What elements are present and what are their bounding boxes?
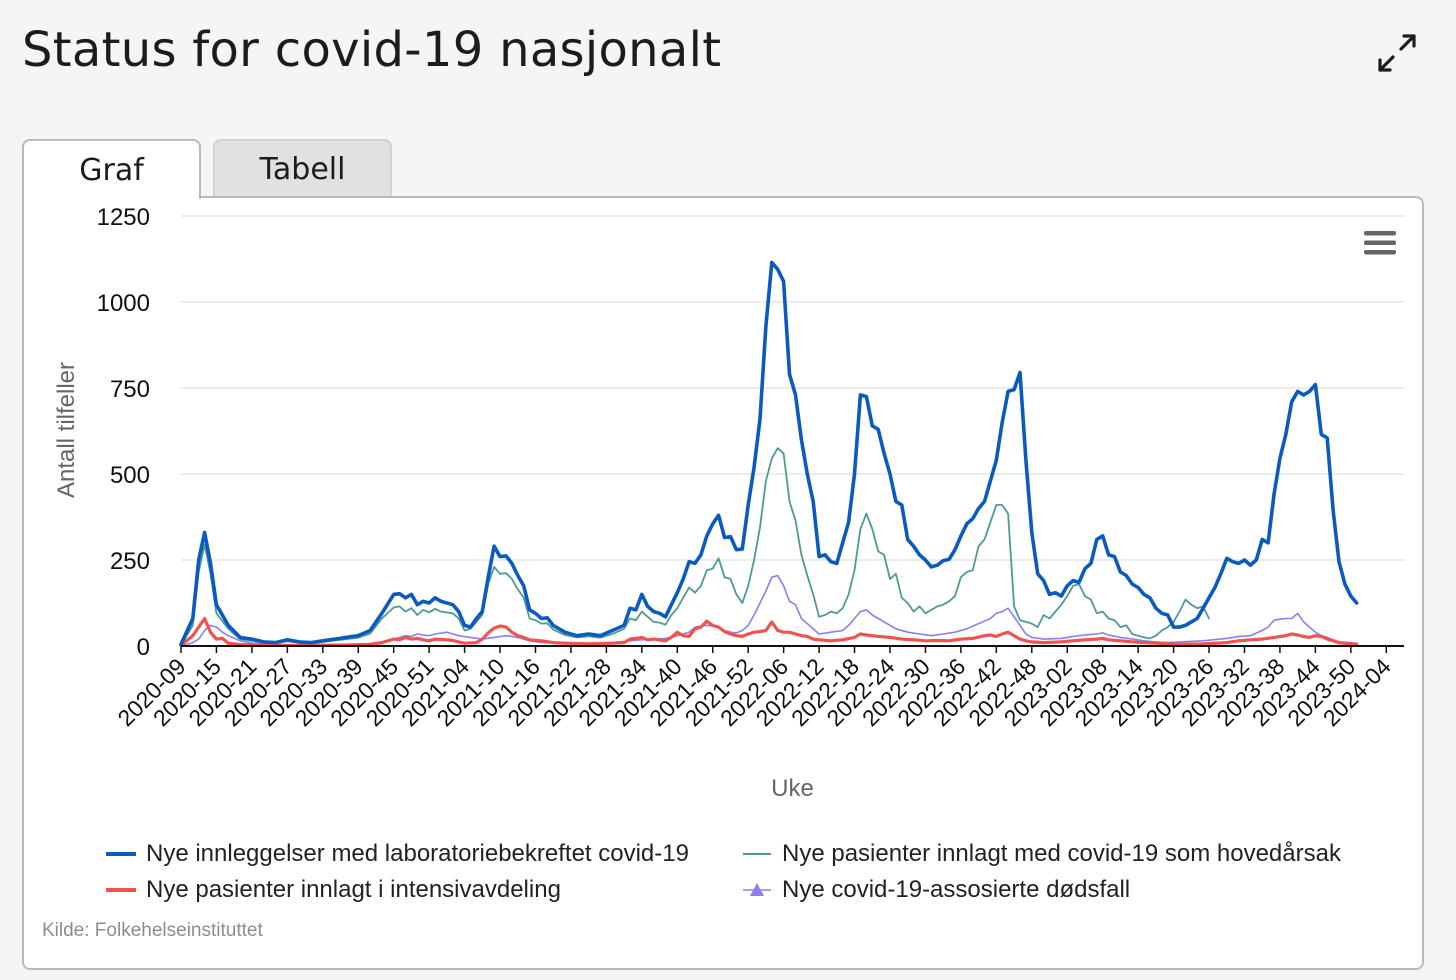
chart-menu-button[interactable] xyxy=(1362,228,1398,258)
legend-swatch-main-cause xyxy=(742,847,772,861)
legend-label-main-cause: Nye pasienter innlagt med covid-19 som h… xyxy=(782,840,1341,867)
legend-swatch-deaths xyxy=(742,883,772,897)
y-tick-label: 250 xyxy=(110,548,150,575)
series-line-main-cause[interactable] xyxy=(180,447,1210,646)
series-line-icu[interactable] xyxy=(179,616,1359,647)
series-lines xyxy=(179,260,1359,647)
x-tick-labels: 2020-092020-152020-212020-272020-332020-… xyxy=(112,646,1396,731)
grid-lines xyxy=(181,215,1404,561)
legend-item-main-cause[interactable]: Nye pasienter innlagt med covid-19 som h… xyxy=(742,840,1341,868)
hamburger-menu-icon xyxy=(1364,231,1396,255)
triangle-marker-icon xyxy=(750,883,764,896)
tab-graf[interactable]: Graf xyxy=(22,139,201,199)
y-tick-labels: 0 250 500 750 1000 1250 xyxy=(97,204,150,661)
tab-tabell[interactable]: Tabell xyxy=(213,139,392,197)
legend-item-deaths[interactable]: Nye covid-19-assosierte dødsfall xyxy=(742,876,1130,904)
legend-label-icu: Nye pasienter innlagt i intensivavdeling xyxy=(146,876,561,903)
chart-panel xyxy=(22,196,1424,970)
legend-swatch-hospital xyxy=(106,847,136,861)
y-tick-label: 500 xyxy=(110,462,150,489)
y-tick-label: 1000 xyxy=(97,290,150,317)
y-axis-label: Antall tilfeller xyxy=(53,362,80,498)
legend-label-hospital: Nye innleggelser med laboratoriebekrefte… xyxy=(146,840,689,867)
page-title: Status for covid-19 nasjonalt xyxy=(22,22,722,78)
y-tick-label: 750 xyxy=(110,376,150,403)
expand-arrows-icon xyxy=(1378,34,1416,72)
legend-item-hospital[interactable]: Nye innleggelser med laboratoriebekrefte… xyxy=(106,840,689,868)
legend-swatch-icu xyxy=(106,883,136,897)
legend-item-icu[interactable]: Nye pasienter innlagt i intensivavdeling xyxy=(106,876,561,904)
legend-label-deaths: Nye covid-19-assosierte dødsfall xyxy=(782,876,1131,903)
series-line-hospital[interactable] xyxy=(179,260,1359,647)
y-tick-label: 1250 xyxy=(97,204,150,231)
source-credit: Kilde: Folkehelseinstituttet xyxy=(42,920,263,941)
y-tick-label: 0 xyxy=(137,634,150,661)
expand-button[interactable] xyxy=(1376,32,1418,74)
x-axis-label: Uke xyxy=(771,775,814,802)
